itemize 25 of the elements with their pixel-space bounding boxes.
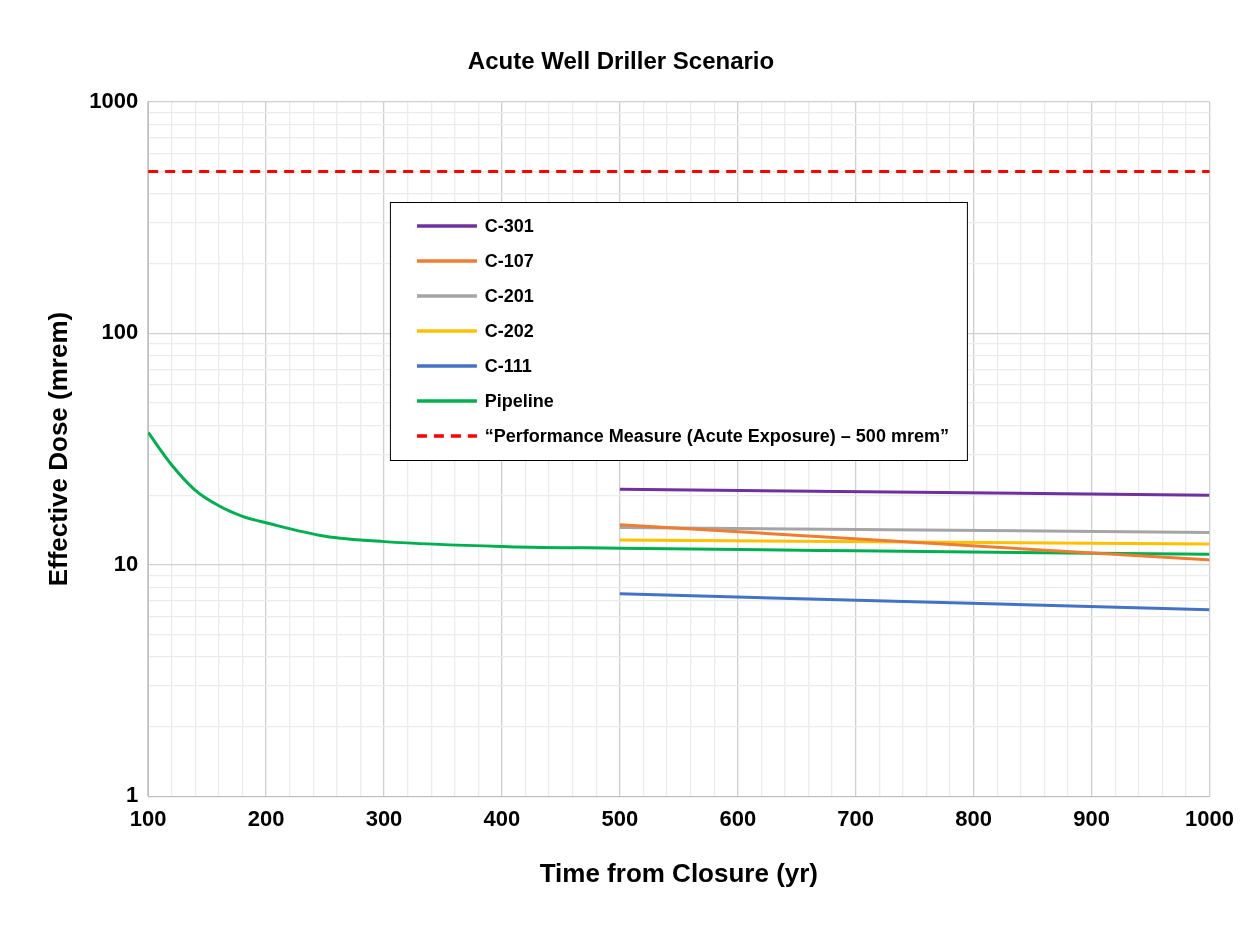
- legend-label: C-111: [484, 355, 532, 377]
- y-tick-label: 1: [125, 782, 139, 808]
- y-tick-label: 100: [101, 319, 139, 345]
- legend-label: Pipeline: [484, 390, 554, 412]
- x-tick-label: 300: [365, 805, 403, 831]
- legend-label: “Performance Measure (Acute Exposure) – 500 mrem”: [484, 425, 949, 447]
- legend-label: C-301: [484, 215, 534, 237]
- x-tick-label: 600: [719, 805, 757, 831]
- legend-label: C-107: [484, 250, 534, 272]
- x-axis-title: Time from Closure (yr): [539, 857, 819, 888]
- x-tick-label: 1000: [1185, 805, 1235, 831]
- x-tick-label: 400: [483, 805, 521, 831]
- x-tick-label: 900: [1073, 805, 1110, 831]
- chart-title: Acute Well Driller Scenario: [467, 47, 775, 75]
- y-tick-label: 10: [113, 550, 139, 576]
- line-series: [148, 431, 1210, 556]
- x-tick-label: 200: [247, 805, 285, 831]
- y-tick-label: 1000: [89, 87, 139, 113]
- x-tick-label: 700: [837, 805, 875, 831]
- x-tick-label: 100: [129, 805, 167, 831]
- x-tick-label: 800: [955, 805, 993, 831]
- legend-label: C-201: [484, 285, 534, 307]
- x-tick-label: 500: [601, 805, 639, 831]
- y-axis-title: Effective Dose (mrem): [42, 311, 73, 587]
- legend-label: C-202: [484, 320, 534, 342]
